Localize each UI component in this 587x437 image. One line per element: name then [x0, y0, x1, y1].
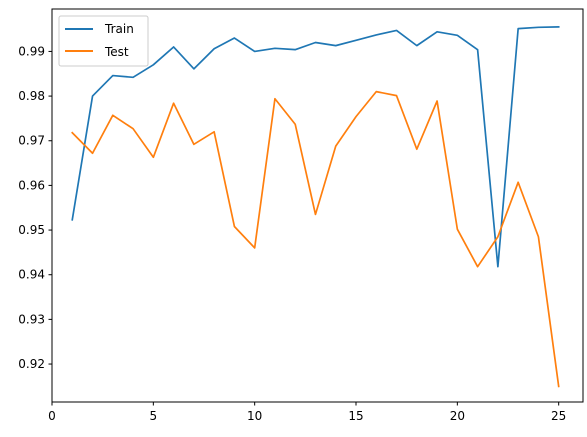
- y-tick-label: 0.97: [18, 134, 45, 148]
- x-tick-label: 20: [450, 409, 465, 423]
- y-tick-label: 0.99: [18, 44, 45, 58]
- x-tick-label: 15: [348, 409, 363, 423]
- x-tick-label: 0: [48, 409, 56, 423]
- y-tick-label: 0.98: [18, 89, 45, 103]
- series-group: [71, 25, 560, 388]
- x-tick-label: 10: [247, 409, 262, 423]
- legend: Train Test: [58, 15, 149, 67]
- series-line-train: [71, 25, 560, 268]
- x-tick-label: 5: [150, 409, 158, 423]
- series-line-test: [71, 90, 560, 388]
- y-tick-label: 0.92: [18, 357, 45, 371]
- y-tick-label: 0.95: [18, 223, 45, 237]
- y-axis: 0.92 0.93 0.94 0.95 0.96 0.97 0.98 0.99: [18, 44, 52, 371]
- legend-label-train: Train: [104, 22, 134, 36]
- y-tick-label: 0.94: [18, 268, 45, 282]
- legend-box: [58, 15, 149, 67]
- y-tick-label: 0.93: [18, 312, 45, 326]
- y-tick-label: 0.96: [18, 178, 45, 192]
- plot-frame: [51, 8, 584, 403]
- x-axis: 0 5 10 15 20 25: [48, 402, 566, 423]
- x-tick-label: 25: [551, 409, 566, 423]
- legend-label-test: Test: [104, 45, 129, 59]
